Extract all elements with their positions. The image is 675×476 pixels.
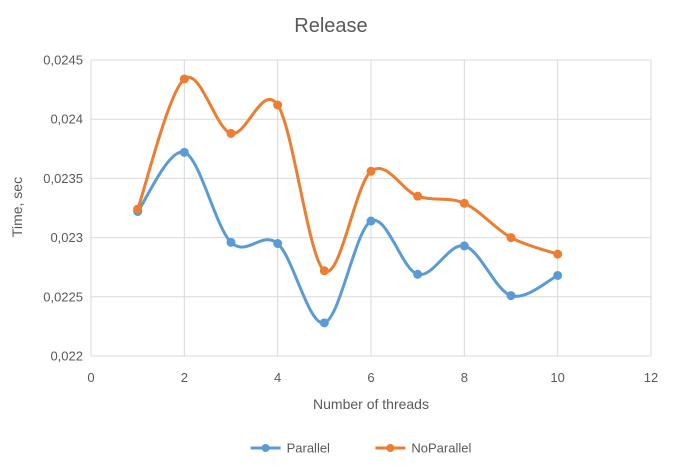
y-tick-label: 0,023 [50, 230, 83, 245]
data-point-noparallel [133, 204, 143, 214]
gridlines [90, 59, 652, 357]
data-point-parallel [179, 147, 189, 157]
data-point-parallel [459, 241, 469, 251]
x-tick-label: 8 [461, 370, 468, 385]
data-point-noparallel [273, 100, 283, 110]
data-point-parallel [413, 269, 423, 279]
data-point-noparallel [459, 198, 469, 208]
data-point-parallel [366, 216, 376, 226]
data-point-noparallel [506, 233, 516, 243]
y-axis-label: Time, sec [9, 177, 25, 237]
y-tick-label: 0,0225 [43, 289, 83, 304]
data-point-parallel [506, 291, 516, 301]
data-point-noparallel [179, 74, 189, 84]
series-line-parallel [136, 150, 560, 325]
data-point-parallel [319, 318, 329, 328]
x-tick-label: 2 [181, 370, 188, 385]
data-point-noparallel [319, 266, 329, 276]
data-point-parallel [273, 239, 283, 249]
x-axis-label: Number of threads [313, 396, 429, 412]
legend-item-noparallel[interactable]: NoParallel [375, 441, 471, 456]
legend-label-noparallel: NoParallel [411, 441, 471, 456]
y-tick-label: 0,024 [50, 112, 83, 127]
legend-marker-parallel [261, 444, 270, 452]
legend: Parallel NoParallel [250, 441, 471, 456]
chart-title: Release [294, 15, 367, 37]
x-tick-label: 6 [367, 370, 374, 385]
y-tick-label: 0,0245 [43, 53, 83, 68]
data-point-noparallel [366, 166, 376, 176]
x-tick-label: 4 [274, 370, 281, 385]
series-group [136, 75, 560, 325]
data-point-parallel [553, 270, 563, 280]
data-point-parallel [226, 237, 236, 247]
data-point-noparallel [226, 128, 236, 138]
legend-marker-noparallel [386, 444, 395, 452]
axes: 0,022 0,0225 0,023 0,0235 0,024 0,0245 0 2 4 6 8 10… [43, 53, 658, 386]
legend-label-parallel: Parallel [287, 441, 330, 456]
data-point-noparallel [413, 191, 423, 201]
x-tick-label: 10 [550, 370, 564, 385]
x-tick-label: 0 [87, 370, 94, 385]
x-tick-label: 12 [644, 370, 658, 385]
data-point-noparallel [553, 249, 563, 259]
legend-item-parallel[interactable]: Parallel [250, 441, 330, 456]
y-tick-label: 0,0235 [43, 171, 83, 186]
y-tick-label: 0,022 [50, 349, 83, 364]
points-group [133, 74, 563, 328]
